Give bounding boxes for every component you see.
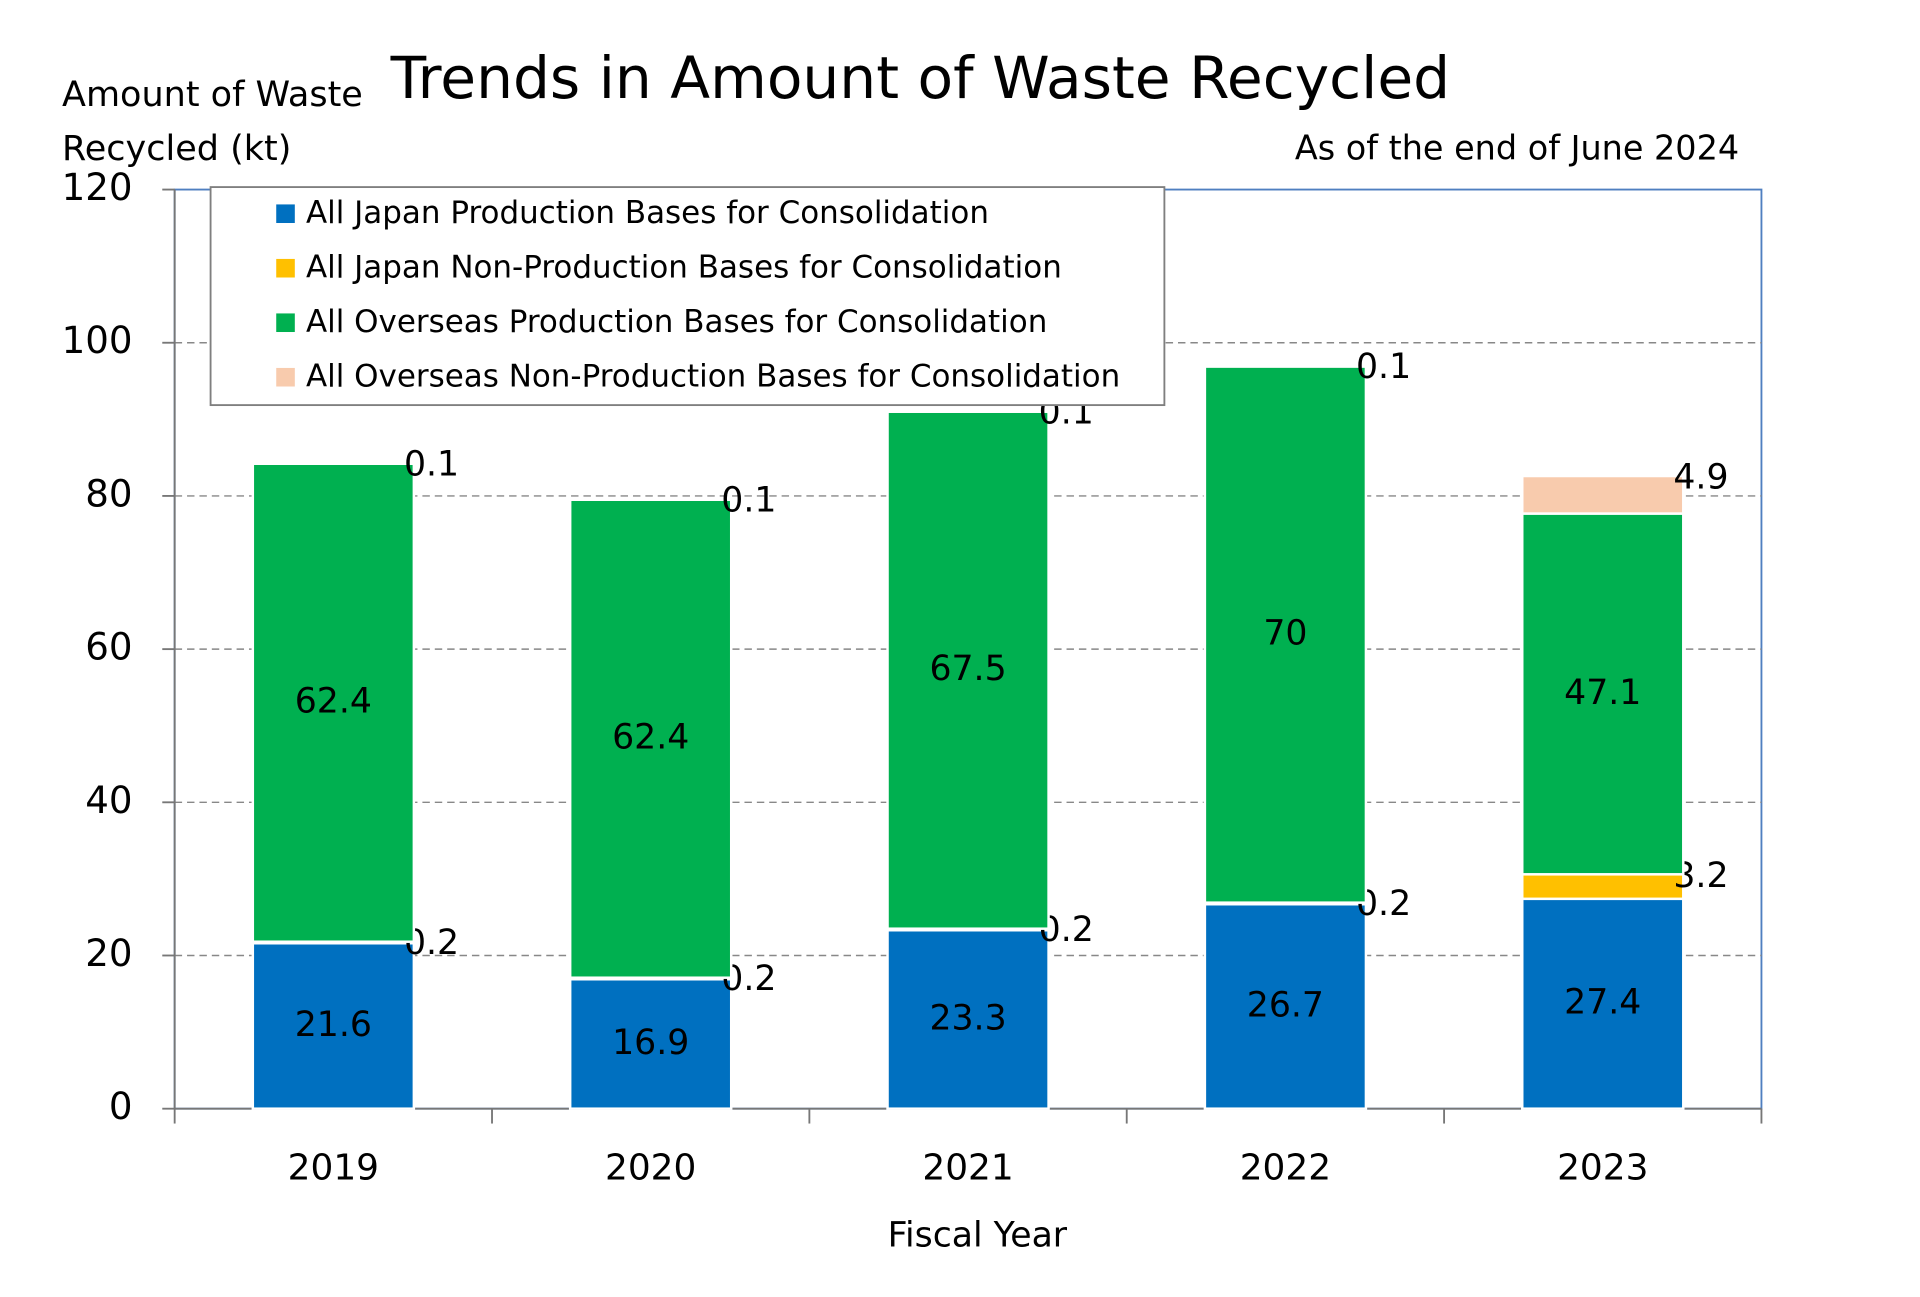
- x-tick-label: 2020: [605, 1147, 696, 1188]
- legend-label: All Overseas Non-Production Bases for Co…: [306, 358, 1120, 394]
- value-label: 0.1: [721, 480, 776, 520]
- x-tick-label: 2019: [288, 1147, 379, 1188]
- value-label: 67.5: [929, 649, 1006, 689]
- x-tick-label: 2023: [1557, 1147, 1648, 1188]
- bar-segment: [1203, 364, 1368, 368]
- legend-swatch: [276, 367, 295, 387]
- legend-swatch: [276, 204, 295, 224]
- bar-segment: [1521, 512, 1685, 876]
- bar-segment: [1521, 897, 1685, 1110]
- y-tick-label: 120: [62, 166, 133, 209]
- value-label: 0.1: [1356, 347, 1411, 387]
- chart-subtitle: As of the end of June 2024: [1295, 128, 1739, 167]
- value-label: 4.9: [1673, 457, 1728, 497]
- legend-label: All Japan Non-Production Bases for Conso…: [306, 249, 1062, 285]
- y-tick-label: 80: [85, 472, 132, 515]
- bar-segment: [886, 410, 1050, 930]
- value-label: 62.4: [612, 718, 689, 758]
- value-label: 16.9: [612, 1023, 689, 1063]
- x-tick-label: 2021: [922, 1147, 1013, 1188]
- bar-segment: [568, 977, 733, 1110]
- chart-title: Trends in Amount of Waste Recycled: [390, 44, 1450, 112]
- bar-segment: [1521, 873, 1685, 901]
- bar-segment: [886, 409, 1050, 413]
- bar-segment: [568, 497, 733, 502]
- y-tick-label: 60: [85, 626, 132, 669]
- y-axis-label: Amount of Waste Recycled (kt): [62, 75, 363, 169]
- bar-segment: [251, 461, 416, 466]
- x-axis-label: Fiscal Year: [888, 1215, 1068, 1255]
- bar-segment: [251, 941, 416, 1110]
- legend-label: All Overseas Production Bases for Consol…: [306, 304, 1047, 340]
- legend: All Japan Production Bases for Consolida…: [209, 186, 1166, 407]
- bar-segment: [251, 462, 416, 943]
- value-label: 21.6: [295, 1005, 372, 1045]
- y-tick-label: 100: [62, 319, 133, 362]
- bar-segment: [1203, 365, 1368, 904]
- value-label: 62.4: [295, 682, 372, 722]
- value-label: 70: [1263, 614, 1307, 654]
- y-tick-label: 40: [85, 779, 132, 822]
- bar-segment: [568, 498, 733, 979]
- x-tick-label: 2022: [1240, 1147, 1331, 1188]
- value-label: 23.3: [929, 998, 1006, 1038]
- legend-swatch: [276, 313, 295, 333]
- legend-box: [209, 186, 1166, 407]
- bar-segment: [1521, 474, 1685, 515]
- value-label: 27.4: [1564, 983, 1641, 1023]
- y-tick-label: 20: [85, 932, 132, 975]
- value-label: 47.1: [1564, 673, 1641, 713]
- y-tick-label: 0: [109, 1085, 133, 1128]
- legend-swatch: [276, 258, 295, 278]
- value-label: 0.1: [404, 444, 459, 484]
- legend-label: All Japan Production Bases for Consolida…: [306, 195, 989, 231]
- value-label: 26.7: [1247, 985, 1324, 1025]
